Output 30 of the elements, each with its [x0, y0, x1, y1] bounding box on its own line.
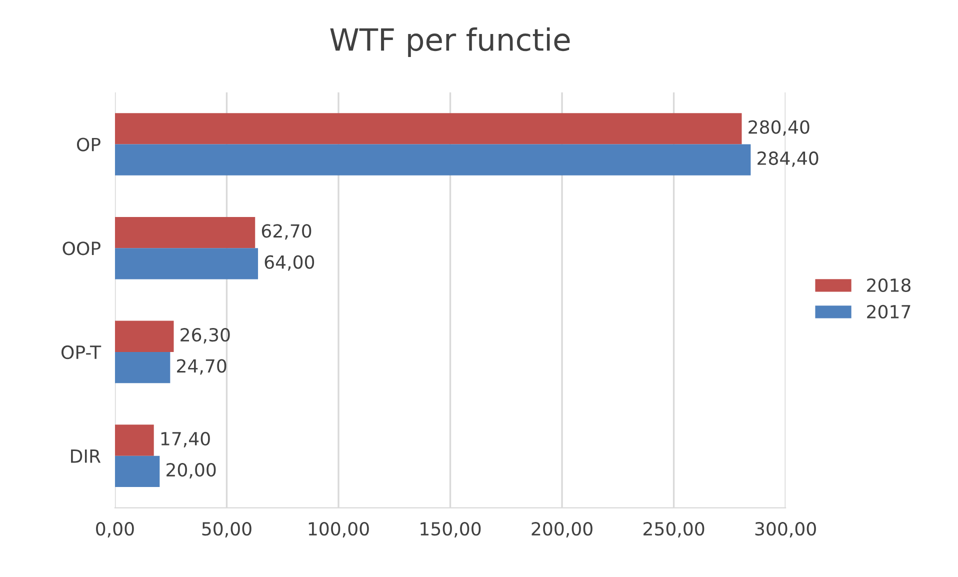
bar [114, 456, 160, 487]
legend-label: 2017 [867, 304, 910, 319]
x-tick-label: 150,00 [420, 522, 481, 538]
data-label: 26,30 [180, 328, 230, 344]
y-tick-label: OP [76, 138, 100, 152]
bar [114, 216, 256, 248]
bar [114, 248, 258, 280]
data-label: 20,00 [166, 462, 216, 478]
x-tick-label: 0,00 [96, 522, 134, 538]
bar [114, 144, 751, 176]
data-label: 24,70 [177, 359, 226, 375]
data-label: 64,00 [264, 255, 314, 271]
x-tick-label: 250,00 [644, 522, 704, 538]
data-label: 62,70 [262, 224, 312, 240]
x-tick-label: 100,00 [308, 522, 369, 538]
bar [114, 320, 174, 352]
data-label: 284,40 [758, 151, 818, 167]
bar [114, 352, 170, 384]
y-tick-label: OP-T [61, 345, 102, 360]
x-tick-label: 50,00 [202, 522, 252, 538]
bar [114, 113, 742, 144]
chart-title: WTF per functie [330, 27, 570, 58]
y-tick-label: OOP [62, 242, 100, 256]
y-tick-label: DIR [71, 450, 101, 463]
bar [114, 424, 154, 456]
x-tick-label: 200,00 [532, 522, 592, 538]
x-tick-label: 300,00 [755, 522, 816, 538]
data-label: 280,40 [748, 120, 810, 136]
data-label: 17,40 [161, 432, 210, 448]
legend-label: 2018 [867, 278, 910, 292]
